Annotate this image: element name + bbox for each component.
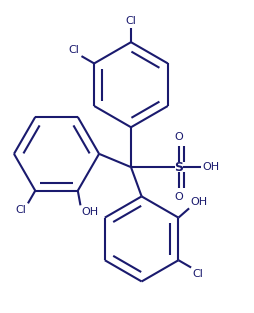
Text: OH: OH <box>82 207 99 217</box>
Text: OH: OH <box>190 197 208 207</box>
Text: OH: OH <box>203 162 220 172</box>
Text: Cl: Cl <box>125 16 136 26</box>
Text: S: S <box>174 161 183 174</box>
Text: Cl: Cl <box>193 269 203 279</box>
Text: Cl: Cl <box>15 205 26 215</box>
Text: O: O <box>174 132 183 142</box>
Text: O: O <box>174 192 183 203</box>
Text: Cl: Cl <box>69 45 79 55</box>
